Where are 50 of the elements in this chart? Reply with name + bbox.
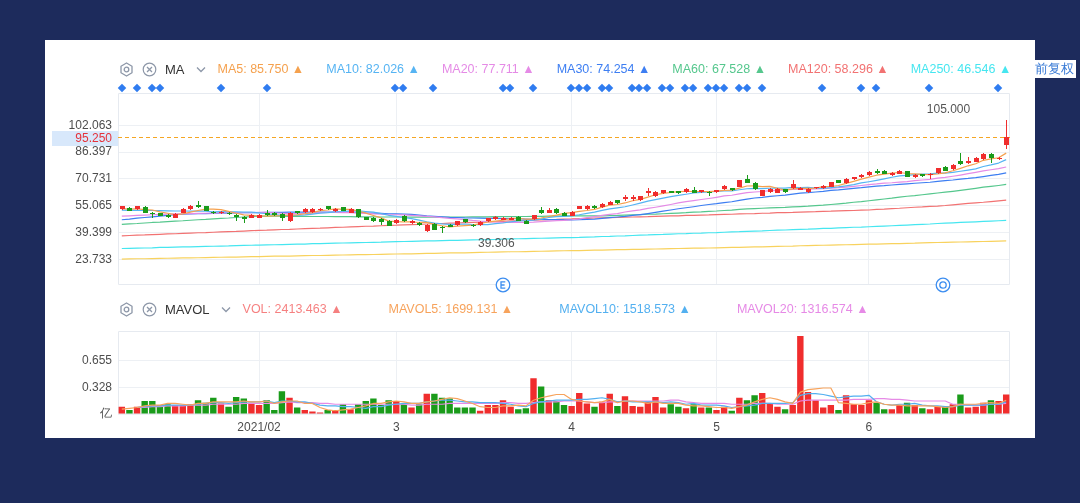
text: MAVOL5: 1699.131 ▲: [388, 302, 514, 316]
x-tick-label: 4: [568, 419, 576, 434]
bar: [614, 405, 621, 414]
bar: [835, 409, 842, 414]
bar: [698, 407, 705, 414]
bar: [591, 406, 598, 414]
y-tick-label: 39.399: [75, 224, 113, 239]
y-tick-label: 0.328: [81, 379, 113, 394]
bar: [293, 407, 301, 414]
text: MA60: 67.528 ▲: [672, 62, 767, 76]
bar: [827, 405, 835, 414]
y-tick-label: 23.733: [75, 251, 113, 266]
y-tick-label: 0.655: [81, 353, 113, 368]
y-tick-label: 亿: [99, 406, 112, 421]
text: MA30: 74.254 ▲: [556, 62, 651, 76]
y-tick-label: 70.731: [75, 171, 113, 186]
bar: [515, 409, 522, 414]
text: MA10: 82.026 ▲: [326, 62, 420, 76]
x-tick-label: 6: [865, 419, 873, 434]
text: MAVOL10: 1518.573 ▲: [559, 302, 691, 316]
text: 前复权: [1033, 60, 1077, 78]
bar: [728, 410, 735, 414]
text: VOL: 2413.463 ▲: [242, 302, 343, 316]
x-tick-label: 2021/02: [237, 419, 282, 434]
legend-title: MAVOL: [165, 301, 210, 317]
text: MAVOL20: 1316.574 ▲: [736, 302, 869, 316]
bar: [476, 410, 484, 414]
bar: [522, 408, 530, 414]
text: MA250: 46.546 ▲: [910, 62, 1012, 76]
bar: [408, 407, 415, 414]
x-tick-label: 3: [392, 419, 400, 434]
bar: [583, 403, 591, 414]
bar: [400, 404, 408, 414]
legend-title: MA: [165, 61, 185, 77]
text: MA5: 85.750 ▲: [217, 62, 305, 76]
y-tick-label: 86.397: [75, 144, 113, 159]
x-tick-label: 5: [713, 419, 721, 434]
bar: [705, 407, 713, 414]
text: MA20: 77.711 ▲: [441, 62, 535, 76]
bar: [530, 378, 537, 414]
y-tick-label: 55.065: [75, 198, 113, 213]
y-tick-label: 102.063: [68, 117, 113, 132]
ref-line-label: 95.250: [75, 130, 113, 145]
bar: [781, 409, 789, 414]
annotation: 39.306: [478, 236, 516, 251]
bar: [126, 409, 133, 414]
text: MA120: 58.296 ▲: [788, 62, 889, 76]
annotation: 105.000: [926, 101, 971, 116]
bar: [919, 408, 926, 414]
bar: [682, 408, 690, 414]
